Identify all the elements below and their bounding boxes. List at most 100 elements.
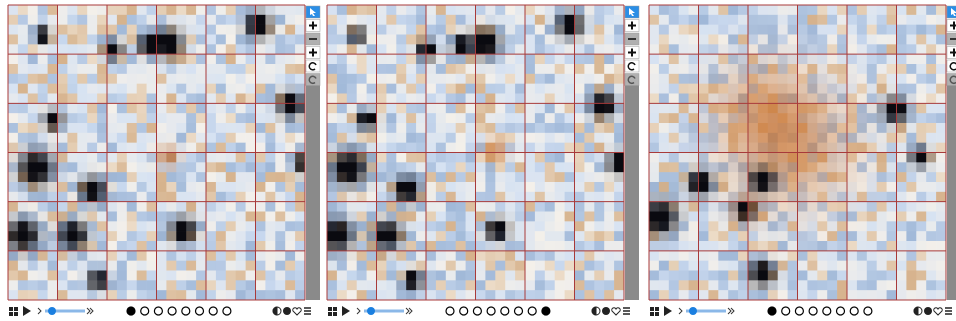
- frame-dot[interactable]: [794, 306, 805, 316]
- pixel: [8, 24, 19, 35]
- frame-dot[interactable]: [767, 306, 777, 316]
- pixel: [67, 44, 78, 55]
- pixel: [87, 64, 98, 75]
- info-icon[interactable]: [283, 307, 291, 315]
- pixel: [876, 34, 887, 45]
- pan-button[interactable]: [305, 19, 321, 32]
- menu-icon[interactable]: [304, 307, 311, 315]
- frame-dot[interactable]: [863, 306, 873, 316]
- zoom-out-button[interactable]: [624, 32, 640, 46]
- slider-thumb[interactable]: [367, 307, 375, 315]
- pan-button[interactable]: [946, 19, 956, 32]
- frame-dot[interactable]: [822, 306, 832, 316]
- pixel: [698, 260, 709, 271]
- pixel: [465, 201, 476, 212]
- info-icon[interactable]: [602, 307, 610, 315]
- heart-icon[interactable]: [292, 307, 302, 316]
- frame-dot[interactable]: [181, 306, 191, 316]
- zoom-out-button[interactable]: [946, 32, 956, 46]
- pixel: [275, 250, 286, 261]
- grid-button[interactable]: [328, 307, 337, 316]
- pixel: [455, 83, 466, 94]
- slider-thumb[interactable]: [689, 307, 697, 315]
- frame-dot[interactable]: [126, 306, 136, 316]
- pan-button[interactable]: [624, 19, 640, 32]
- pixel: [926, 64, 937, 75]
- pixel: [757, 14, 769, 25]
- pixel: [275, 83, 286, 94]
- heart-icon[interactable]: [933, 307, 943, 316]
- rotate-button[interactable]: [305, 59, 321, 73]
- frame-dot[interactable]: [194, 306, 205, 316]
- frame-dot[interactable]: [486, 306, 496, 316]
- pixel: [17, 142, 29, 153]
- pixel: [265, 290, 276, 300]
- frame-dot[interactable]: [167, 306, 177, 316]
- menu-icon[interactable]: [945, 307, 952, 315]
- pixel: [186, 44, 197, 55]
- pixel: [206, 123, 217, 134]
- reset-button[interactable]: [946, 73, 956, 86]
- grid-button[interactable]: [650, 307, 659, 316]
- pixel: [757, 241, 769, 252]
- pixel: [376, 64, 387, 75]
- zoom-in-button[interactable]: [624, 46, 640, 59]
- info-icon[interactable]: [924, 307, 932, 315]
- pixel: [17, 231, 29, 242]
- play-button[interactable]: [23, 306, 31, 316]
- reset-button[interactable]: [624, 73, 640, 86]
- zoom-in-button[interactable]: [305, 46, 321, 59]
- pixel: [604, 280, 615, 291]
- pixel: [856, 5, 868, 16]
- frame-dot[interactable]: [472, 306, 482, 316]
- pixel: [416, 44, 427, 55]
- frame-dot[interactable]: [781, 306, 791, 316]
- frame-dot[interactable]: [222, 306, 232, 316]
- play-button[interactable]: [664, 306, 672, 316]
- rotate-button[interactable]: [624, 59, 640, 73]
- pixel: [544, 182, 555, 193]
- frame-dot[interactable]: [153, 306, 163, 316]
- select-button[interactable]: [946, 5, 956, 19]
- frame-dot[interactable]: [541, 306, 551, 316]
- zoom-in-button[interactable]: [946, 46, 956, 59]
- frame-dot[interactable]: [445, 306, 455, 316]
- pixel: [926, 152, 937, 163]
- pixel: [554, 73, 565, 84]
- pixel: [116, 103, 128, 114]
- pixel: [275, 152, 286, 163]
- select-button[interactable]: [305, 5, 321, 19]
- pixel: [346, 221, 357, 232]
- menu-icon[interactable]: [623, 307, 630, 315]
- pixel: [797, 34, 808, 45]
- pixel: [376, 241, 387, 252]
- rotate-button[interactable]: [946, 59, 956, 73]
- frame-dot[interactable]: [459, 306, 469, 316]
- pixel: [406, 172, 417, 183]
- select-button[interactable]: [624, 5, 640, 19]
- frame-dot[interactable]: [140, 306, 150, 316]
- pixel: [544, 162, 555, 173]
- pixel: [126, 14, 137, 25]
- pixel: [515, 34, 526, 45]
- pixel: [465, 142, 476, 153]
- frame-dot[interactable]: [835, 306, 846, 316]
- grid-button[interactable]: [9, 307, 18, 316]
- frame-dot[interactable]: [527, 306, 537, 316]
- slider-thumb[interactable]: [48, 307, 56, 315]
- pixel: [186, 260, 197, 271]
- pixel: [495, 142, 506, 153]
- pixel: [126, 290, 137, 300]
- pixel: [346, 231, 357, 242]
- reset-button[interactable]: [305, 73, 321, 86]
- frame-dot[interactable]: [849, 306, 859, 316]
- pixel: [757, 5, 769, 16]
- pixel: [77, 5, 88, 16]
- frame-dot[interactable]: [513, 306, 524, 316]
- play-button[interactable]: [342, 306, 350, 316]
- frame-dot[interactable]: [808, 306, 818, 316]
- zoom-out-button[interactable]: [305, 32, 321, 46]
- heart-icon[interactable]: [611, 307, 621, 316]
- frame-dot[interactable]: [208, 306, 218, 316]
- frame-dot[interactable]: [500, 306, 510, 316]
